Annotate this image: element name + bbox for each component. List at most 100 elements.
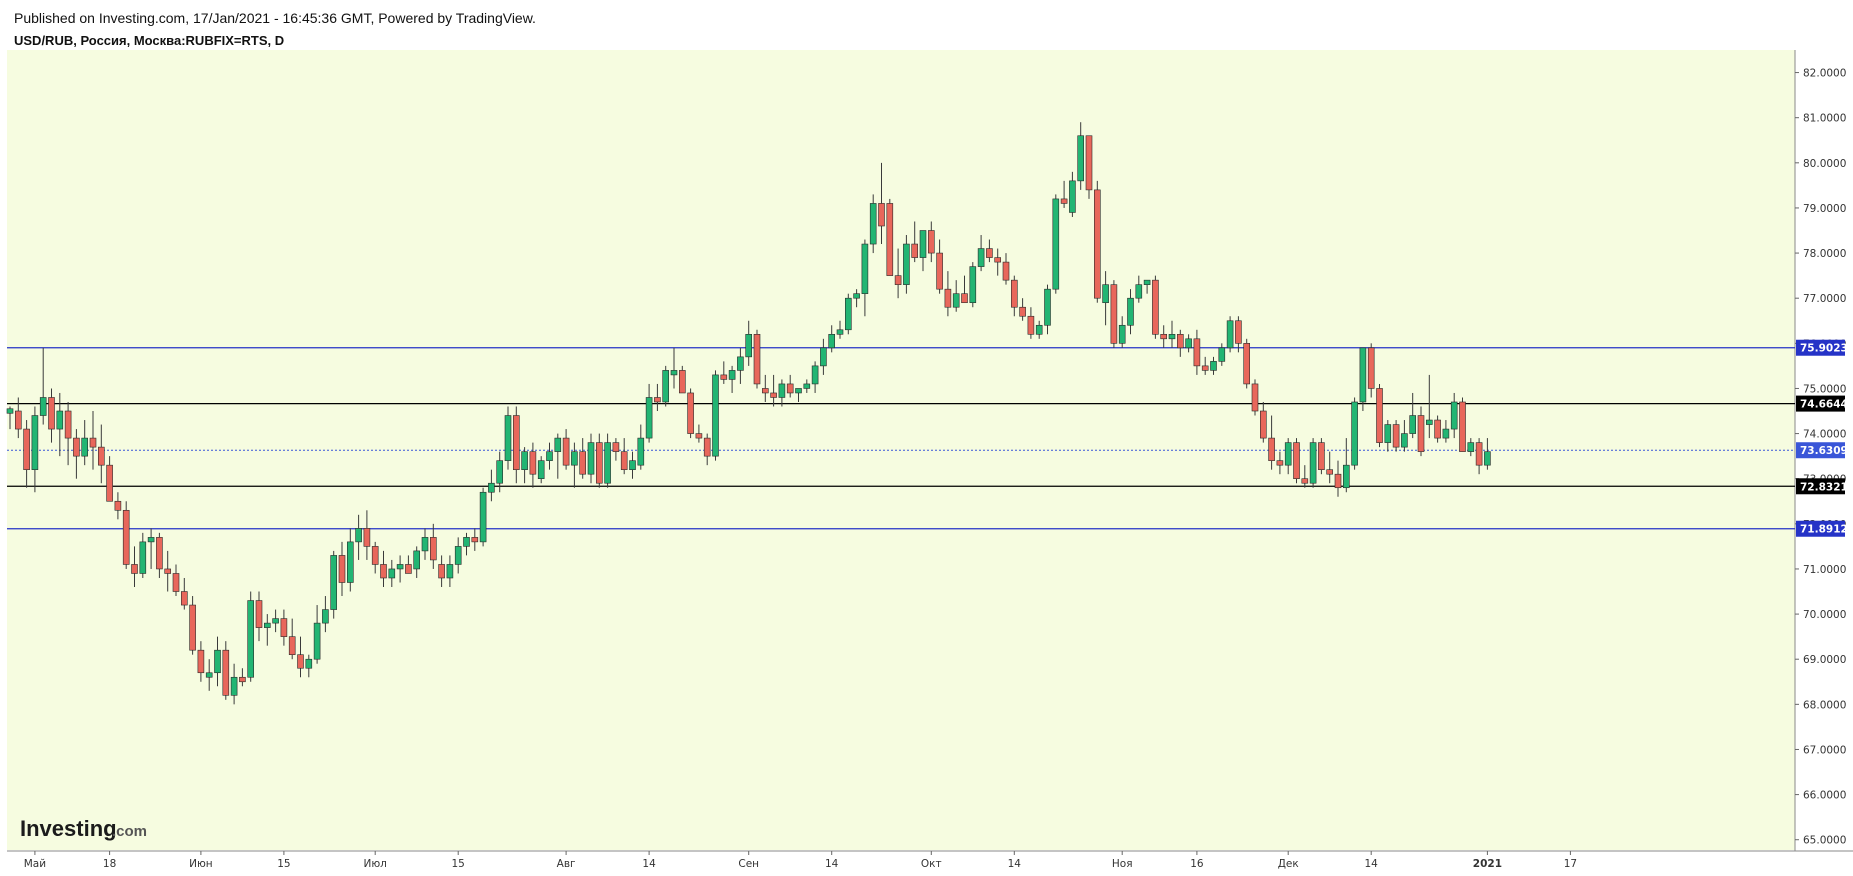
candle[interactable] bbox=[380, 550, 387, 588]
candle[interactable] bbox=[172, 564, 180, 597]
candle[interactable] bbox=[1475, 438, 1483, 475]
candle[interactable] bbox=[1210, 356, 1217, 375]
candle[interactable] bbox=[98, 424, 105, 484]
candle[interactable] bbox=[1450, 392, 1458, 439]
candle[interactable] bbox=[936, 239, 943, 294]
candle[interactable] bbox=[1326, 451, 1333, 484]
candle[interactable] bbox=[305, 654, 313, 678]
candle[interactable] bbox=[1127, 289, 1134, 335]
candle[interactable] bbox=[1143, 279, 1151, 294]
candle[interactable] bbox=[986, 239, 993, 263]
candle[interactable] bbox=[322, 596, 329, 633]
candle[interactable] bbox=[1367, 343, 1375, 398]
candle[interactable] bbox=[1035, 320, 1043, 339]
candle[interactable] bbox=[554, 433, 562, 479]
candle[interactable] bbox=[39, 347, 47, 425]
candle[interactable] bbox=[1118, 316, 1126, 348]
candle[interactable] bbox=[31, 406, 39, 493]
candle[interactable] bbox=[280, 609, 288, 646]
candle[interactable] bbox=[1044, 284, 1051, 335]
candle[interactable] bbox=[537, 456, 545, 484]
candle[interactable] bbox=[496, 451, 504, 493]
candle[interactable] bbox=[1152, 275, 1159, 339]
candle[interactable] bbox=[1052, 194, 1060, 294]
candle[interactable] bbox=[786, 374, 794, 398]
candle[interactable] bbox=[944, 271, 952, 317]
candle[interactable] bbox=[894, 248, 902, 299]
candle[interactable] bbox=[239, 668, 246, 687]
candle[interactable] bbox=[288, 618, 296, 660]
candle[interactable] bbox=[164, 550, 171, 592]
candle[interactable] bbox=[1426, 374, 1433, 439]
candle[interactable] bbox=[1392, 420, 1400, 452]
candle[interactable] bbox=[396, 555, 404, 583]
candle[interactable] bbox=[263, 614, 271, 646]
candle[interactable] bbox=[969, 262, 977, 308]
candle[interactable] bbox=[1309, 438, 1317, 488]
candle[interactable] bbox=[952, 280, 960, 312]
candle[interactable] bbox=[1284, 438, 1292, 475]
candle[interactable] bbox=[654, 383, 661, 412]
candle[interactable] bbox=[156, 532, 163, 578]
candle[interactable] bbox=[728, 365, 736, 393]
candle[interactable] bbox=[1409, 392, 1416, 439]
candle[interactable] bbox=[612, 438, 620, 461]
candle[interactable] bbox=[1260, 401, 1267, 443]
candle[interactable] bbox=[703, 433, 711, 466]
candle[interactable] bbox=[23, 420, 30, 488]
candle[interactable] bbox=[371, 541, 379, 574]
candle[interactable] bbox=[114, 492, 122, 520]
candle[interactable] bbox=[181, 577, 188, 610]
candle[interactable] bbox=[1019, 298, 1026, 321]
candle[interactable] bbox=[6, 406, 14, 430]
candle[interactable] bbox=[977, 235, 985, 272]
candle[interactable] bbox=[488, 469, 495, 502]
candle[interactable] bbox=[388, 559, 396, 588]
candle[interactable] bbox=[1218, 343, 1226, 366]
candle[interactable] bbox=[1168, 320, 1176, 348]
candle[interactable] bbox=[1201, 356, 1209, 375]
candle[interactable] bbox=[961, 275, 968, 304]
candle[interactable] bbox=[1069, 171, 1076, 217]
candle[interactable] bbox=[413, 546, 421, 578]
candle[interactable] bbox=[836, 320, 844, 339]
candle[interactable] bbox=[1318, 438, 1325, 475]
candle[interactable] bbox=[869, 194, 877, 254]
candle[interactable] bbox=[886, 198, 894, 276]
candle[interactable] bbox=[546, 442, 553, 470]
candle[interactable] bbox=[338, 541, 346, 597]
candle[interactable] bbox=[1359, 347, 1367, 412]
candle[interactable] bbox=[471, 528, 479, 551]
candle[interactable] bbox=[429, 523, 437, 569]
candle[interactable] bbox=[903, 235, 910, 294]
candle[interactable] bbox=[662, 365, 670, 407]
candle[interactable] bbox=[230, 663, 238, 705]
candle[interactable] bbox=[861, 239, 869, 317]
candle[interactable] bbox=[1459, 397, 1466, 452]
candle[interactable] bbox=[297, 636, 304, 678]
candle[interactable] bbox=[1002, 253, 1010, 285]
candle[interactable] bbox=[687, 388, 694, 439]
candle[interactable] bbox=[189, 596, 196, 655]
candle[interactable] bbox=[521, 447, 528, 484]
candle[interactable] bbox=[222, 641, 230, 700]
candle[interactable] bbox=[745, 320, 753, 366]
candle[interactable] bbox=[695, 424, 703, 443]
candle[interactable] bbox=[512, 406, 520, 484]
candle[interactable] bbox=[811, 361, 819, 393]
candle[interactable] bbox=[1334, 460, 1342, 497]
candle[interactable] bbox=[737, 347, 744, 384]
candle[interactable] bbox=[1160, 325, 1167, 348]
candle[interactable] bbox=[214, 636, 221, 687]
candle[interactable] bbox=[205, 659, 213, 691]
candle[interactable] bbox=[1442, 420, 1450, 443]
candle[interactable] bbox=[1193, 329, 1201, 375]
candle[interactable] bbox=[579, 438, 587, 479]
candle[interactable] bbox=[919, 230, 927, 272]
candle[interactable] bbox=[1343, 438, 1350, 493]
candle[interactable] bbox=[1384, 420, 1392, 452]
candle[interactable] bbox=[81, 420, 88, 466]
candle[interactable] bbox=[272, 609, 279, 633]
candle[interactable] bbox=[421, 528, 429, 560]
candle[interactable] bbox=[795, 388, 802, 402]
